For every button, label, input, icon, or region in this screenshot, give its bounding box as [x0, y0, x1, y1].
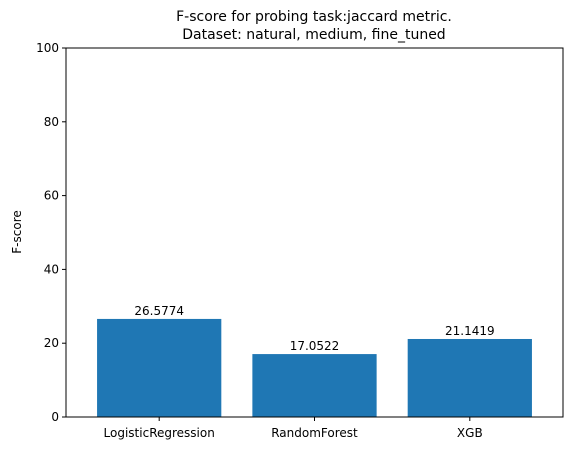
- bar-value-label: 21.1419: [445, 324, 495, 338]
- chart-title-line1: F-score for probing task:jaccard metric.: [176, 9, 452, 25]
- bar-randomforest: [252, 354, 377, 417]
- bars: [97, 318, 532, 417]
- y-tick-label: 60: [44, 189, 59, 203]
- y-tick-label: 100: [36, 41, 59, 55]
- bar-xgb: [407, 338, 532, 417]
- y-tick-label: 20: [44, 336, 59, 350]
- chart-title: F-score for probing task:jaccard metric.…: [176, 9, 452, 43]
- y-tick-label: 0: [51, 410, 59, 424]
- x-axis-ticks: LogisticRegression RandomForest XGB: [104, 417, 483, 440]
- chart-title-line2: Dataset: natural, medium, fine_tuned: [182, 27, 445, 43]
- bar-logisticregression: [97, 318, 222, 417]
- bar-value-label: 26.5774: [134, 304, 184, 318]
- y-tick-label: 80: [44, 115, 59, 129]
- x-tick-label: RandomForest: [271, 426, 358, 440]
- bar-value-label: 17.0522: [290, 339, 340, 353]
- x-tick-label: LogisticRegression: [104, 426, 215, 440]
- y-axis-ticks: 0 20 40 60 80 100: [36, 41, 66, 424]
- bar-data-labels: 26.5774 17.0522 21.1419: [134, 304, 494, 353]
- y-axis-label: F-score: [10, 210, 24, 253]
- y-tick-label: 40: [44, 262, 59, 276]
- plot-area-frame: [65, 47, 564, 418]
- x-tick-label: XGB: [457, 426, 483, 440]
